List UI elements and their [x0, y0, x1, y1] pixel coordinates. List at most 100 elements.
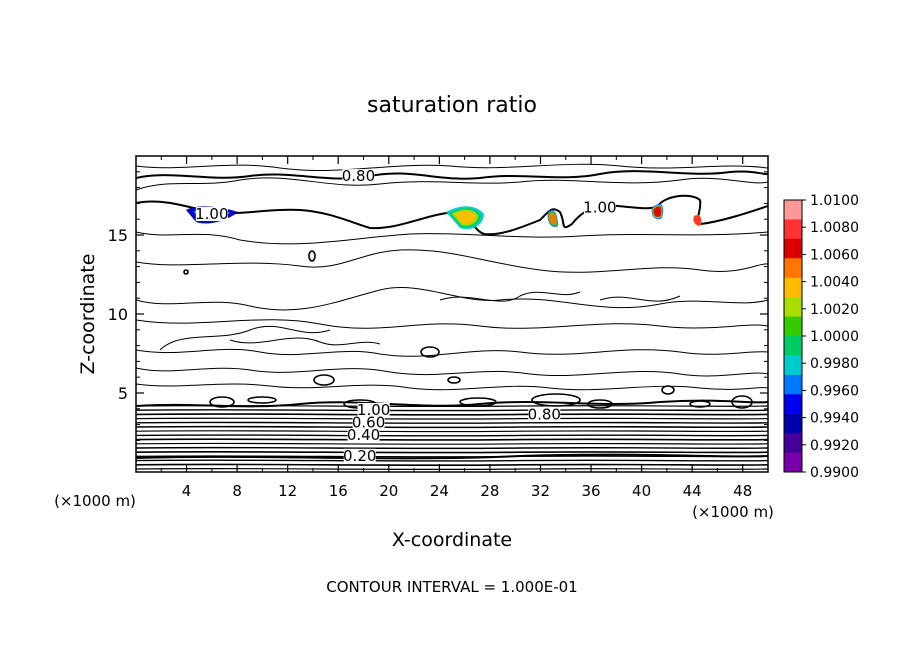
contour-line-thin: [136, 319, 768, 329]
colorbar-label: 0.9900: [810, 465, 859, 481]
contour-line-thin: [136, 177, 768, 191]
supersaturation-patch: [693, 215, 701, 226]
colorbar-label: 0.9980: [810, 356, 859, 372]
supersaturation-patch: [653, 206, 662, 217]
contour-interval-note: CONTOUR INTERVAL = 1.000E-01: [326, 578, 577, 596]
x-tick-label: 48: [733, 482, 752, 500]
contour-line-bold: [136, 453, 768, 460]
contour-cell: [531, 393, 581, 407]
x-tick-label: 8: [232, 482, 242, 500]
colorbar-swatch: [784, 238, 802, 259]
colorbar-swatch: [784, 258, 802, 279]
x-tick-label: 28: [480, 482, 499, 500]
contour-cell: [183, 269, 189, 275]
colorbar-label: 1.0000: [810, 329, 859, 345]
colorbar-swatch: [784, 219, 802, 240]
y-tick-label: 10: [108, 305, 128, 324]
contour-line-low: [136, 467, 768, 471]
contour-line-low: [136, 446, 768, 450]
supersaturation-patch: [549, 212, 557, 225]
contour-label: 1.00: [357, 401, 390, 419]
x-tick-label: 32: [531, 482, 550, 500]
contour-line-low: [136, 417, 768, 420]
colorbar-swatch: [784, 200, 802, 220]
contour-line-thin: [229, 337, 381, 346]
contour-label: 0.20: [343, 447, 376, 465]
contour-cell: [209, 396, 235, 408]
x-axis-label: X-coordinate: [392, 529, 512, 551]
contour-line-low: [136, 434, 768, 437]
contour-line-low: [136, 425, 768, 429]
colorbar: 1.0100 1.0080 1.0060 1.0040 1.0020 1.0000 0.99…: [783, 193, 859, 481]
colorbar-label: 0.9940: [810, 411, 859, 427]
contour-line-low: [136, 430, 768, 433]
colorbar-swatch: [784, 277, 802, 298]
colorbar-label: 1.0100: [810, 193, 859, 209]
contour-labels: 0.80 1.00 1.00 1.00 0.80 0.600.40 0.20: [195, 167, 616, 465]
contour-cell: [661, 385, 675, 395]
colorbar-swatch: [784, 394, 802, 415]
contour-label: 0.80: [528, 406, 561, 424]
contour-line-thin: [136, 367, 768, 377]
contour-cell: [587, 399, 613, 409]
x-tick-label: 20: [379, 482, 398, 500]
y-tick-label: 15: [108, 226, 128, 245]
x-tick-label: 44: [683, 482, 702, 500]
colorbar-swatch: [784, 374, 802, 395]
contour-line-thin: [136, 383, 768, 391]
contour-cell: [731, 395, 753, 409]
contour-line-thin: [136, 287, 768, 311]
contour-line-low: [136, 413, 768, 416]
contour-cell: [447, 376, 461, 384]
contour-line-low: [136, 450, 768, 454]
contour-cell: [689, 400, 711, 408]
y-axis-label: Z-coordinate: [77, 254, 99, 375]
x-axis: 4 8 12 16 20 24 28 32 36 40 44 48: [135, 156, 769, 500]
colorbar-label: 1.0040: [810, 275, 859, 291]
plot-frame: [135, 155, 769, 473]
contour-line-bold: [136, 194, 768, 236]
x-tick-label: 36: [581, 482, 600, 500]
contour-line-thin: [599, 295, 681, 302]
contour-line-thin: [136, 249, 768, 273]
contour-label: 1.00: [583, 199, 616, 217]
colorbar-swatch: [784, 355, 802, 376]
contour-cell: [459, 397, 497, 407]
contour-line-thin: [136, 231, 768, 245]
contour-cell: [313, 374, 335, 386]
contour-line-thin: [439, 291, 581, 302]
colorbar-swatch: [784, 336, 802, 356]
contour-line-low: [136, 438, 768, 441]
contour-lines: [136, 163, 768, 471]
x-unit-right: (×1000 m): [692, 503, 774, 521]
contour-label: 0.40: [347, 426, 380, 444]
x-tick-label: 40: [632, 482, 651, 500]
x-tick-label: 16: [329, 482, 348, 500]
colorbar-swatch: [784, 316, 802, 337]
contour-line-low: [136, 463, 768, 467]
contour-line-thin: [136, 163, 768, 172]
contour-line-bold: [136, 170, 768, 180]
contour-label: 0.60: [352, 414, 385, 432]
colorbar-swatch: [784, 413, 802, 434]
x-tick-label: 24: [430, 482, 449, 500]
contour-line-low: [136, 421, 768, 424]
colorbar-swatch: [784, 297, 802, 318]
y-axis: 5 10 15: [108, 171, 768, 457]
colorbar-label: 1.0060: [810, 247, 859, 263]
chart-title: saturation ratio: [367, 93, 537, 118]
contour-line-thin: [159, 325, 331, 351]
y-tick-label: 5: [118, 384, 128, 403]
contour-line-thin: [136, 348, 768, 357]
colorbar-swatch: [784, 452, 802, 473]
contour-line-low: [136, 442, 768, 445]
plot-area: 0.80 1.00 1.00 1.00 0.80 0.600.40 0.20: [135, 155, 769, 473]
colorbar-label: 0.9960: [810, 383, 859, 399]
contour-line-low: [136, 409, 768, 412]
supersaturation-patch: [454, 211, 476, 225]
contour-label: 0.80: [342, 167, 375, 185]
x-unit-left: (×1000 m): [54, 492, 136, 510]
contour-cell: [420, 346, 440, 358]
x-tick-label: 12: [278, 482, 297, 500]
